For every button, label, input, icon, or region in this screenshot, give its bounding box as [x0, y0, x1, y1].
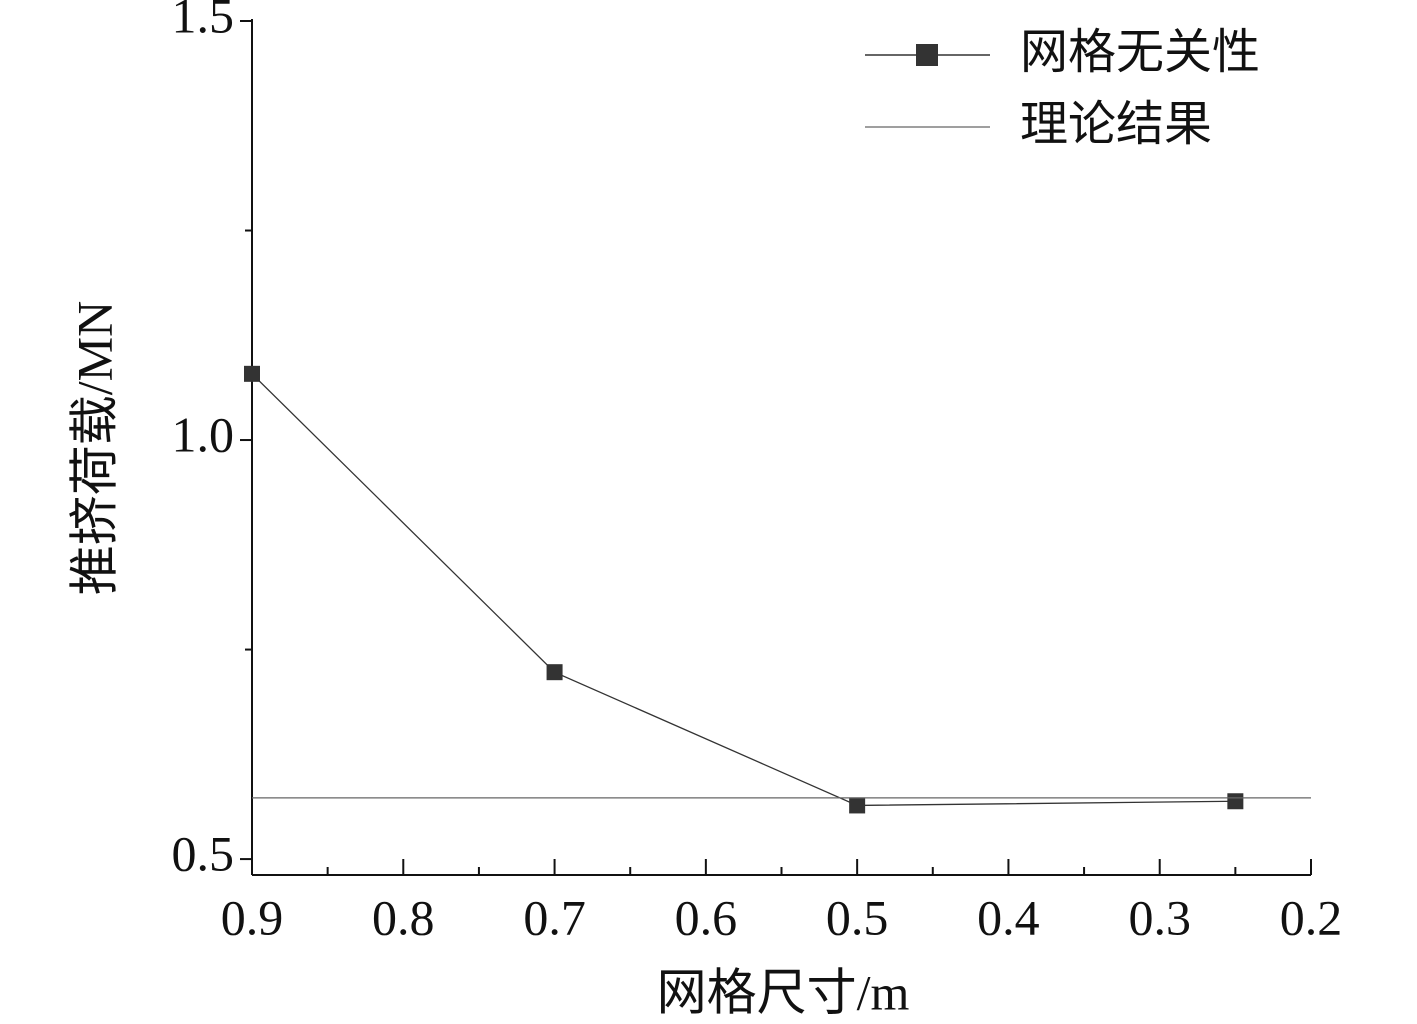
data-point	[849, 797, 866, 814]
y-axis-label: 推挤荷载/MN	[66, 301, 122, 595]
data-point	[244, 365, 260, 382]
x-tick-label: 0.3	[1128, 889, 1191, 945]
legend-label: 网格无关性	[1020, 26, 1260, 79]
data-point	[546, 664, 563, 681]
y-tick-label: 1.5	[172, 0, 235, 43]
data-point	[1227, 793, 1244, 810]
x-tick-label: 0.4	[977, 889, 1040, 945]
x-tick-label: 0.8	[372, 889, 435, 945]
x-tick-label: 0.6	[675, 889, 738, 945]
x-tick-label: 0.9	[221, 889, 284, 945]
legend-marker	[916, 44, 938, 66]
x-tick-label: 0.5	[826, 889, 889, 945]
series-line	[251, 373, 1236, 807]
x-axis-label: 网格尺寸/m	[657, 964, 910, 1020]
y-tick-label: 0.5	[172, 826, 235, 882]
y-tick-label: 1.0	[172, 407, 235, 463]
x-tick-label: 0.2	[1280, 889, 1343, 945]
x-tick-label: 0.7	[523, 889, 586, 945]
legend-label: 理论结果	[1020, 98, 1212, 151]
